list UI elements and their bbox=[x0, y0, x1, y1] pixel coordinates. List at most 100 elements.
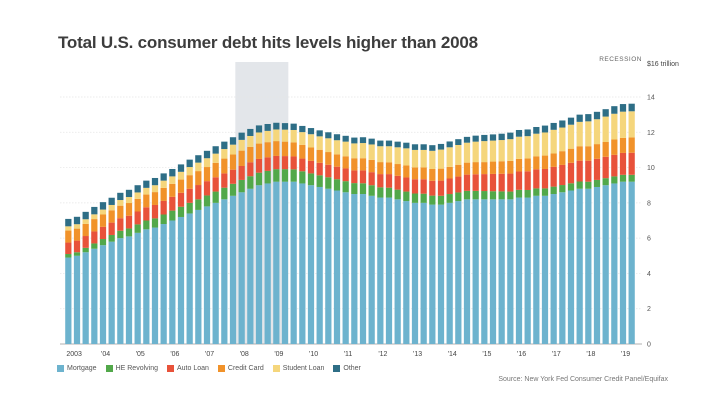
bar-segment-auto-loan bbox=[108, 222, 115, 235]
bar-segment-auto-loan bbox=[559, 164, 566, 186]
bar-segment-he-revolving bbox=[611, 176, 618, 184]
bar-segment-credit-card bbox=[611, 139, 618, 155]
bar-segment-credit-card bbox=[108, 210, 115, 223]
bar-segment-auto-loan bbox=[238, 165, 245, 180]
bar-segment-student-loan bbox=[429, 150, 436, 169]
x-tick-label: '12 bbox=[378, 351, 387, 358]
bar-segment-auto-loan bbox=[82, 236, 89, 248]
bar-segment-auto-loan bbox=[481, 174, 488, 192]
bar-segment-other bbox=[91, 206, 98, 215]
bar-segment-auto-loan bbox=[472, 174, 479, 191]
bar-segment-auto-loan bbox=[117, 218, 124, 231]
bar-segment-other bbox=[541, 125, 549, 133]
bar-segment-credit-card bbox=[446, 166, 453, 179]
bar-segment-auto-loan bbox=[403, 177, 410, 192]
bar-segment-other bbox=[264, 123, 271, 131]
bar-segment-he-revolving bbox=[316, 175, 323, 187]
legend-swatch bbox=[167, 364, 174, 372]
bar-segment-mortgage bbox=[212, 202, 219, 344]
bar-segment-auto-loan bbox=[229, 169, 237, 184]
legend-swatch bbox=[272, 364, 280, 372]
bar-segment-mortgage bbox=[455, 201, 462, 344]
bar-segment-student-loan bbox=[99, 209, 107, 215]
x-tick-label: 2003 bbox=[66, 351, 82, 358]
bar-segment-other bbox=[151, 177, 159, 186]
bar-segment-auto-loan bbox=[541, 168, 549, 189]
bar-segment-student-loan bbox=[203, 158, 211, 168]
bar-segment-other bbox=[307, 128, 315, 135]
source-note: Source: New York Fed Consumer Credit Pan… bbox=[498, 376, 668, 383]
bar-segment-auto-loan bbox=[160, 200, 167, 215]
bar-segment-credit-card bbox=[247, 146, 254, 163]
bar-segment-student-loan bbox=[602, 116, 609, 142]
bar-segment-he-revolving bbox=[73, 252, 81, 256]
bar-segment-other bbox=[247, 128, 254, 136]
bar-segment-auto-loan bbox=[463, 174, 471, 191]
bar-segment-he-revolving bbox=[281, 169, 289, 182]
bar-segment-auto-loan bbox=[524, 171, 531, 190]
bar-segment-mortgage bbox=[316, 186, 323, 344]
bar-segment-he-revolving bbox=[403, 191, 410, 202]
bar-segment-mortgage bbox=[238, 192, 245, 344]
x-tick-label: '05 bbox=[136, 351, 145, 358]
y-unit-label: $16 trillion bbox=[647, 61, 679, 68]
bar-segment-credit-card bbox=[533, 156, 540, 170]
bar-segment-mortgage bbox=[307, 185, 315, 344]
bar-segment-mortgage bbox=[99, 245, 107, 344]
bar-segment-credit-card bbox=[99, 214, 107, 227]
y-tick-label: 14 bbox=[647, 95, 655, 102]
bar-segment-student-loan bbox=[524, 136, 531, 159]
bar-segment-credit-card bbox=[550, 153, 557, 167]
bar-segment-he-revolving bbox=[65, 254, 72, 258]
bar-segment-other bbox=[359, 137, 367, 144]
bar-segment-auto-loan bbox=[255, 158, 263, 173]
bar-segment-mortgage bbox=[429, 204, 436, 344]
bar-segment-other bbox=[169, 168, 176, 177]
bar-segment-other bbox=[559, 120, 566, 128]
bar-segment-auto-loan bbox=[602, 156, 609, 179]
bar-segment-other bbox=[550, 122, 557, 130]
bar-segment-he-revolving bbox=[559, 185, 566, 193]
bar-segment-other bbox=[108, 197, 115, 205]
bar-segment-student-loan bbox=[585, 121, 592, 147]
bar-segment-mortgage bbox=[446, 202, 453, 344]
bar-segment-mortgage bbox=[559, 192, 566, 344]
legend-item: HE Revolving bbox=[105, 364, 158, 372]
bar-segment-other bbox=[437, 143, 445, 150]
bar-segment-credit-card bbox=[429, 168, 436, 181]
bar-segment-student-loan bbox=[559, 127, 566, 152]
bar-segment-he-revolving bbox=[307, 173, 315, 186]
bar-segment-auto-loan bbox=[143, 207, 150, 221]
bar-segment-he-revolving bbox=[507, 191, 514, 200]
bar-segment-he-revolving bbox=[489, 191, 497, 200]
bar-segment-auto-loan bbox=[550, 166, 557, 187]
x-tick-label: '14 bbox=[448, 351, 457, 358]
bar-segment-credit-card bbox=[385, 162, 393, 175]
bar-segment-other bbox=[290, 123, 297, 130]
bar-segment-he-revolving bbox=[229, 183, 237, 196]
bar-segment-auto-loan bbox=[351, 170, 358, 184]
bar-segment-other bbox=[143, 180, 150, 188]
bar-segment-credit-card bbox=[325, 152, 332, 165]
bar-segment-other bbox=[229, 137, 237, 145]
bar-segment-auto-loan bbox=[437, 180, 445, 196]
bar-segment-student-loan bbox=[576, 121, 583, 147]
bar-segment-mortgage bbox=[117, 238, 124, 344]
bar-segment-credit-card bbox=[455, 164, 462, 177]
bar-segment-credit-card bbox=[567, 148, 575, 163]
bar-segment-other bbox=[481, 134, 488, 142]
bar-segment-student-loan bbox=[377, 146, 384, 163]
bar-segment-he-revolving bbox=[533, 188, 540, 196]
bar-segment-he-revolving bbox=[203, 195, 211, 207]
bar-segment-he-revolving bbox=[333, 179, 341, 191]
y-tick-label: 6 bbox=[647, 236, 651, 243]
bar-segment-mortgage bbox=[82, 252, 89, 344]
bar-segment-auto-loan bbox=[73, 240, 81, 253]
bar-segment-auto-loan bbox=[169, 196, 176, 211]
bar-segment-auto-loan bbox=[342, 168, 349, 182]
bar-segment-credit-card bbox=[221, 158, 228, 174]
bar-segment-auto-loan bbox=[420, 179, 427, 194]
bar-segment-student-loan bbox=[238, 139, 245, 151]
bar-segment-credit-card bbox=[91, 219, 98, 232]
bar-segment-student-loan bbox=[247, 135, 254, 147]
